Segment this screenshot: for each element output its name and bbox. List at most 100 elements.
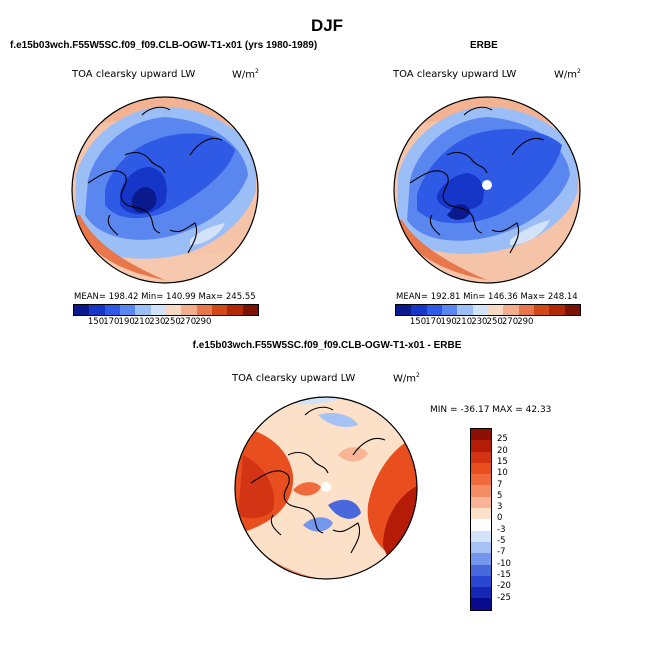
colorbar-swatch xyxy=(471,575,491,588)
colorbar-tick-label: 7 xyxy=(497,479,503,490)
colorbar-tick-label: -25 xyxy=(497,592,511,603)
colorbar-swatch xyxy=(471,530,491,542)
colorbar-swatch xyxy=(533,305,550,315)
colorbar-tick-label: 20 xyxy=(497,445,508,456)
colorbar-tick-label: 250 xyxy=(486,317,503,327)
colorbar-swatch xyxy=(518,305,534,315)
colorbar-swatch xyxy=(227,305,243,315)
colorbar-tick-label: -10 xyxy=(497,558,511,569)
colorbar-swatch xyxy=(471,451,491,463)
colorbar-swatch xyxy=(549,305,565,315)
colorbar-swatch xyxy=(487,305,504,315)
colorbar-swatch xyxy=(457,305,473,315)
colorbar-swatch xyxy=(471,485,491,497)
panel2-pole-missing-data xyxy=(482,180,492,190)
colorbar-swatch xyxy=(471,598,491,610)
colorbar-swatch xyxy=(471,462,491,475)
colorbar-tick-label: -3 xyxy=(497,524,506,535)
panel1-header: f.e15b03wch.F55W5SC.f09_f09.CLB-OGW-T1-x… xyxy=(10,40,318,51)
diff-polar-map xyxy=(234,396,418,580)
colorbar-tick-label: 150 xyxy=(409,317,427,327)
colorbar-tick-label: 230 xyxy=(149,317,166,327)
panel2-colorbar xyxy=(395,304,581,316)
colorbar-swatch xyxy=(503,305,519,315)
colorbar-tick-label: 250 xyxy=(164,317,181,327)
colorbar-tick-label: 0 xyxy=(497,513,503,524)
colorbar-tick-label: 25 xyxy=(497,434,508,445)
colorbar-swatch xyxy=(135,305,151,315)
panel2-polar-map xyxy=(393,96,581,284)
panel2-stats: MEAN= 192.81 Min= 146.36 Max= 248.14 xyxy=(396,292,578,302)
diff-map-border xyxy=(234,396,418,580)
colorbar-tick-label: 5 xyxy=(497,490,503,501)
colorbar-swatch xyxy=(396,305,412,315)
colorbar-swatch xyxy=(181,305,197,315)
diff-header: f.e15b03wch.F55W5SC.f09_f09.CLB-OGW-T1-x… xyxy=(192,340,462,351)
colorbar-tick-label: 170 xyxy=(103,317,120,327)
panel1-colorbar-ticks: 150 170 190 210 230 250 270 290 xyxy=(73,317,257,329)
diff-pole-missing-data xyxy=(321,482,331,492)
colorbar-tick-label: 170 xyxy=(425,317,442,327)
diff-variable-label: TOA clearsky upward LW xyxy=(232,373,356,384)
panel1-units: W/m2 xyxy=(232,68,259,81)
colorbar-swatch xyxy=(242,305,258,315)
colorbar-tick-label: -20 xyxy=(497,581,511,592)
panel1-map-border xyxy=(71,96,259,284)
colorbar-swatch xyxy=(211,305,228,315)
panel1-coastlines xyxy=(87,106,223,254)
colorbar-swatch xyxy=(196,305,212,315)
colorbar-swatch xyxy=(471,496,491,509)
panel1-stats: MEAN= 198.42 Min= 140.99 Max= 245.55 xyxy=(74,292,256,302)
diff-colorbar xyxy=(470,428,492,611)
diff-minmax: MIN = -36.17 MAX = 42.33 xyxy=(430,405,552,415)
colorbar-swatch xyxy=(471,429,491,441)
colorbar-swatch xyxy=(471,440,491,452)
colorbar-swatch xyxy=(89,305,105,315)
diff-units: W/m2 xyxy=(393,372,420,385)
colorbar-tick-label: 230 xyxy=(471,317,488,327)
figure-title: DJF xyxy=(310,16,344,35)
panel2-colorbar-ticks: 150 170 190 210 230 250 270 290 xyxy=(395,317,579,329)
colorbar-swatch xyxy=(471,519,491,531)
colorbar-tick-label: 15 xyxy=(497,456,508,467)
colorbar-swatch xyxy=(471,508,491,520)
colorbar-swatch xyxy=(471,474,491,486)
colorbar-tick-label: 190 xyxy=(118,317,135,327)
colorbar-swatch xyxy=(104,305,120,315)
colorbar-tick-label: 10 xyxy=(497,468,508,479)
diff-coastlines xyxy=(250,406,386,554)
colorbar-tick-label: -15 xyxy=(497,569,511,580)
colorbar-swatch xyxy=(441,305,458,315)
colorbar-swatch xyxy=(119,305,136,315)
colorbar-swatch xyxy=(471,587,491,599)
colorbar-swatch xyxy=(472,305,488,315)
colorbar-swatch xyxy=(426,305,442,315)
colorbar-swatch xyxy=(411,305,427,315)
panel1-polar-map xyxy=(71,96,259,284)
panel2-map-border xyxy=(393,96,581,284)
colorbar-tick-label: 3 xyxy=(497,502,503,513)
colorbar-tick-label: -7 xyxy=(497,547,506,558)
panel2-coastlines xyxy=(409,106,545,254)
colorbar-tick-label: 270 xyxy=(501,317,519,327)
colorbar-tick-label: -5 xyxy=(497,536,506,546)
colorbar-tick-label: 270 xyxy=(179,317,197,327)
colorbar-tick-label: 290 xyxy=(195,317,212,327)
colorbar-tick-label: 290 xyxy=(517,317,534,327)
colorbar-swatch xyxy=(471,541,491,554)
colorbar-swatch xyxy=(165,305,182,315)
panel2-header: ERBE xyxy=(470,40,498,51)
colorbar-swatch xyxy=(564,305,580,315)
panel2-units: W/m2 xyxy=(554,68,581,81)
panel2-variable-label: TOA clearsky upward LW xyxy=(393,69,517,80)
diff-colorbar-ticks: 25 20 15 10 7 5 3 0 -3 -5 -7 -10 -15 -20 -25 xyxy=(497,428,527,609)
colorbar-tick-label: 210 xyxy=(133,317,151,327)
colorbar-swatch xyxy=(74,305,90,315)
colorbar-swatch xyxy=(471,564,491,576)
colorbar-swatch xyxy=(150,305,166,315)
colorbar-tick-label: 210 xyxy=(455,317,473,327)
panel1-colorbar xyxy=(73,304,259,316)
colorbar-tick-label: 150 xyxy=(87,317,105,327)
colorbar-swatch xyxy=(471,553,491,565)
colorbar-tick-label: 190 xyxy=(440,317,457,327)
